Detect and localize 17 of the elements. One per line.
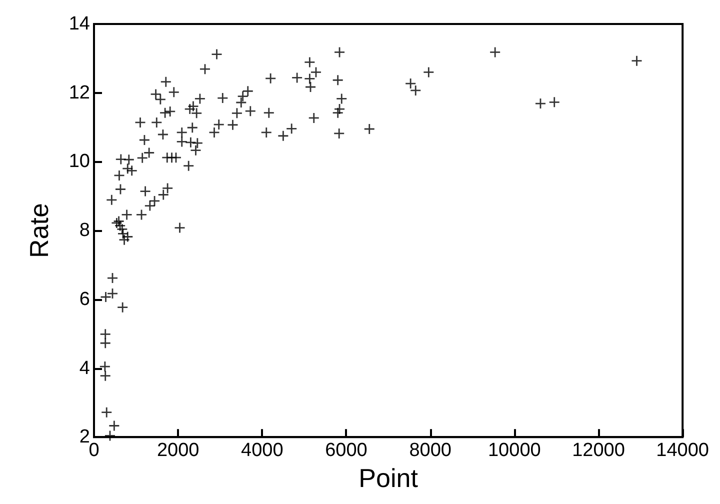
x-tick-label: 0 xyxy=(88,440,100,462)
y-tick-label: 4 xyxy=(79,358,90,379)
y-tick-label: 8 xyxy=(79,220,90,242)
x-tick-label: 14000 xyxy=(656,440,710,462)
y-tick-label: 6 xyxy=(79,288,90,310)
x-tick-label: 10000 xyxy=(488,440,541,462)
x-axis-title: Point xyxy=(358,463,419,493)
x-tick-label: 8000 xyxy=(409,440,452,462)
y-axis-title: Rate xyxy=(24,203,54,258)
y-tick-label: 14 xyxy=(68,14,90,34)
y-tick-label: 12 xyxy=(68,82,90,104)
y-tick-label: 2 xyxy=(79,426,90,448)
x-tick-label: 12000 xyxy=(572,440,625,462)
x-tick-label: 6000 xyxy=(325,440,368,462)
y-tick-label: 10 xyxy=(68,151,90,172)
x-tick-label: 4000 xyxy=(241,440,284,462)
x-tick-label: 2000 xyxy=(156,440,200,462)
